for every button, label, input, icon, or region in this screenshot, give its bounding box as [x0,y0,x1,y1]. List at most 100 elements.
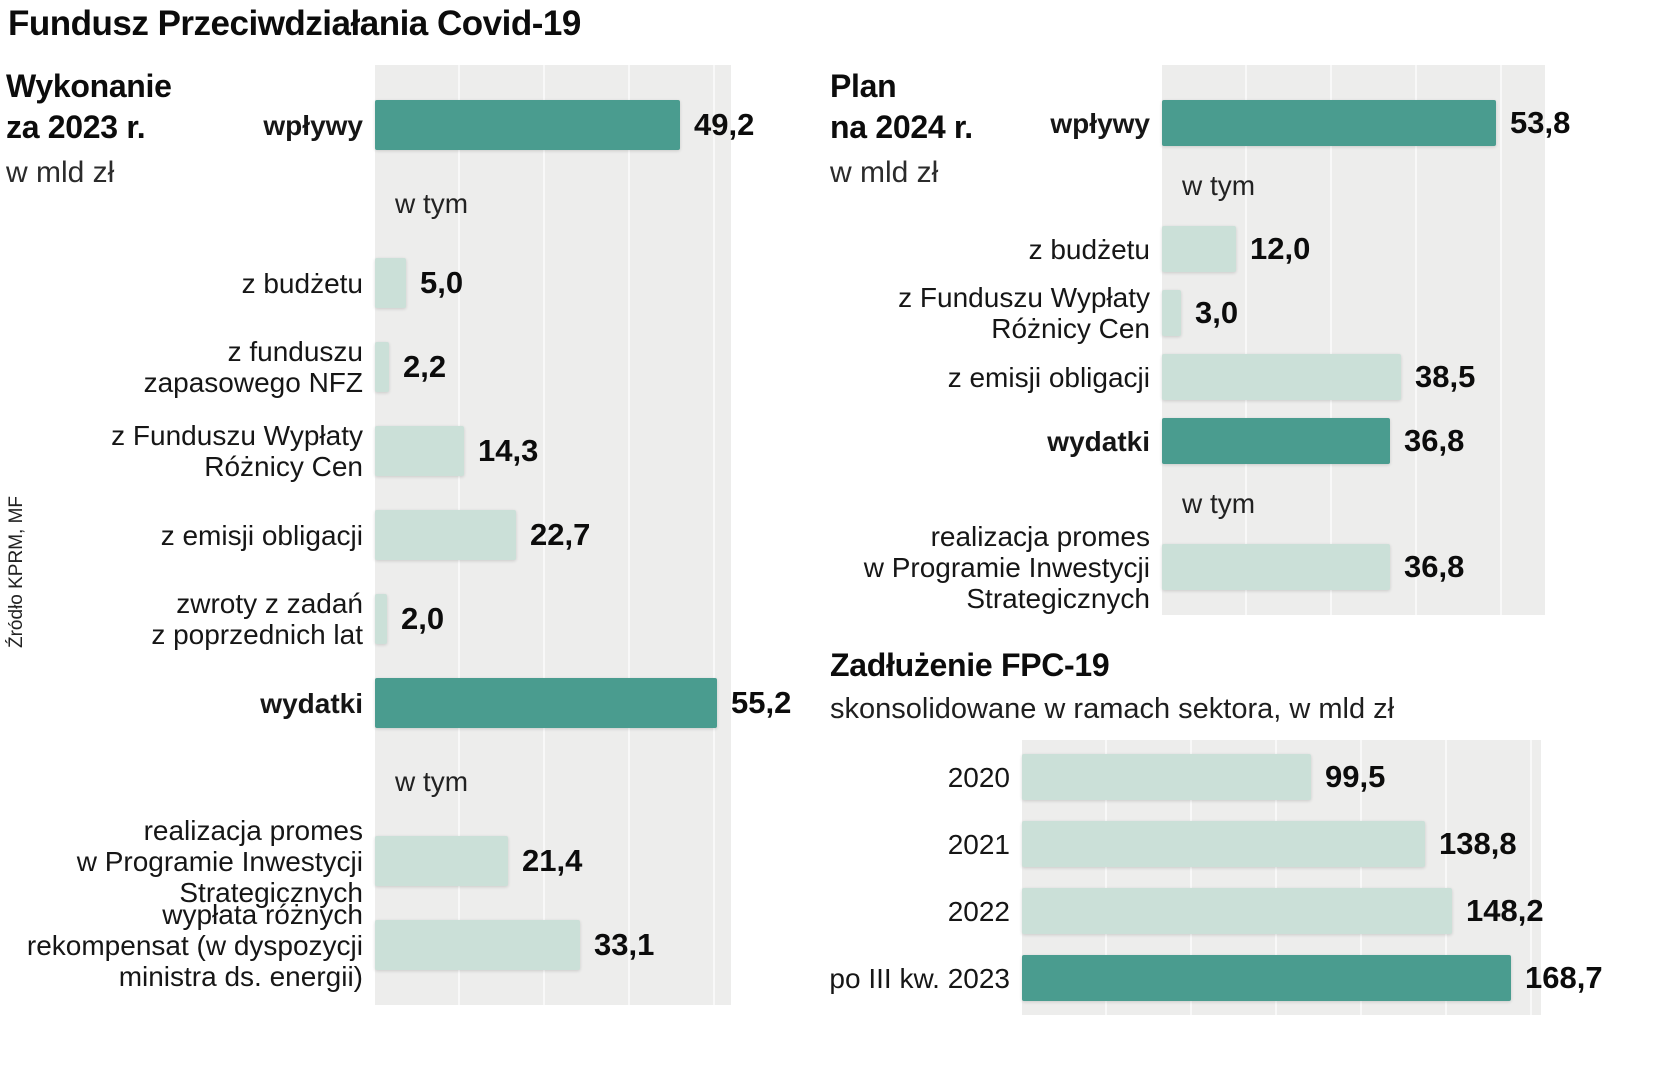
page-title: Fundusz Przeciwdziałania Covid-19 [8,4,581,43]
bar-label: wydatki [1047,425,1150,457]
bar-row: z Funduszu Wypłaty Różnicy Cen 3,0 [820,282,1673,344]
bar-label: z funduszu zapasowego NFZ [143,336,363,398]
bar-area: 168,7 [1022,955,1673,1001]
bar [375,342,389,392]
bar [375,920,580,970]
bar-row: z emisji obligacji 38,5 [820,354,1673,400]
subheader-row: w tym [820,164,1673,208]
chart2-unit-label: w mld zł [830,156,939,189]
bar-row: wydatki 55,2 [0,678,881,728]
bar-label: realizacja promes w Programie Inwestycji S… [76,814,363,908]
value-label: 2,2 [403,349,447,384]
bar-label: po III kw. 2023 [829,962,1010,994]
plot-background [1162,65,1545,615]
bar-row: po III kw. 2023 168,7 [820,955,1673,1001]
bar-area: 53,8 [1162,100,1673,146]
bar-label: z budżetu [241,267,363,299]
chart-plan-2024: wpływy 53,8 w tym z budżetu 12,0 z Funduszu W… [820,65,1673,615]
bar-label: z Funduszu Wypłaty Różnicy Cen [111,420,363,482]
bar-row: zwroty z zadań z poprzednich lat 2,0 [0,588,881,650]
subheader-row: w tym [0,762,881,802]
bar-row: 2022 148,2 [820,888,1673,934]
chart-execution-2023: wpływy 49,2 w tym z budżetu 5,0 z funduszu zap… [0,65,881,1005]
bar [1162,226,1236,272]
bar [1022,955,1511,1001]
subheader-label: w tym [1182,170,1256,201]
value-label: 148,2 [1466,893,1544,928]
bar [375,258,406,308]
bar-row: 2021 138,8 [820,821,1673,867]
value-label: 2,0 [401,601,445,636]
bar-row: z budżetu 5,0 [0,258,881,308]
chart3-heading: Zadłużenie FPC-19 skonsolidowane w ramac… [830,645,1394,726]
chart3-title: Zadłużenie FPC-19 [830,647,1110,683]
bar-label: z emisji obligacji [160,519,363,551]
bar-area: 21,4 [375,836,881,886]
subheader-label: w tym [395,766,469,797]
subheader-row: w tym [0,184,881,224]
value-label: 55,2 [731,685,792,720]
bar-row: realizacja promes w Programie Inwestycji S… [0,814,881,908]
value-label: 21,4 [522,843,583,878]
bar [1022,888,1452,934]
bar [375,100,680,150]
chart3-subtitle: skonsolidowane w ramach sektora, w mld z… [830,693,1395,725]
value-label: 33,1 [594,927,655,962]
value-label: 99,5 [1325,759,1386,794]
bar-label: wydatki [260,687,363,719]
value-label: 38,5 [1415,359,1476,394]
bar [1022,754,1311,800]
bar-row: z funduszu zapasowego NFZ 2,2 [0,336,881,398]
bar [1162,290,1181,336]
bar-label: zwroty z zadań z poprzednich lat [151,588,363,650]
value-label: 22,7 [530,517,591,552]
bar-row: z Funduszu Wypłaty Różnicy Cen 14,3 [0,420,881,482]
chart1-heading: Wykonanie za 2023 r. w mld zł [6,66,172,191]
bar-row: z emisji obligacji 22,7 [0,510,881,560]
bar-area: 5,0 [375,258,881,308]
bar-label: 2021 [947,828,1010,860]
value-label: 168,7 [1525,960,1603,995]
bar-area: 148,2 [1022,888,1673,934]
subheader-label: w tym [395,188,469,219]
chart2-title-line2: na 2024 r. [830,109,973,145]
chart2-title-line1: Plan [830,68,897,104]
bar [1022,821,1425,867]
bar-row: realizacja promes w Programie Inwestycji S… [820,521,1673,614]
value-label: 36,8 [1404,423,1465,458]
bar-row: wpływy 49,2 [0,100,881,150]
value-label: 138,8 [1439,826,1517,861]
chart1-title-line2: za 2023 r. [6,109,146,145]
bar [375,510,516,560]
bar [1162,354,1401,400]
value-label: 5,0 [420,265,464,300]
bar-label: wypłata różnych rekompensat (w dyspozycji… [26,898,363,992]
bar-label: z budżetu [1028,233,1150,265]
bar-label: 2020 [947,761,1010,793]
bar-area: 22,7 [375,510,881,560]
bar-row: z budżetu 12,0 [820,226,1673,272]
bar-label: z emisji obligacji [947,361,1150,393]
value-label: 36,8 [1404,549,1465,584]
bar-area: 38,5 [1162,354,1673,400]
bar [1162,100,1496,146]
value-label: 3,0 [1195,295,1239,330]
bar [375,426,464,476]
chart2-heading: Plan na 2024 r. w mld zł [830,66,973,191]
subheader-row: w tym [820,482,1673,526]
value-label: 53,8 [1510,105,1571,140]
bar-row: wpływy 53,8 [820,100,1673,146]
value-label: 49,2 [694,107,755,142]
bar-label: z Funduszu Wypłaty Różnicy Cen [898,282,1150,344]
bar-label: wpływy [263,109,363,141]
bar-row: wydatki 36,8 [820,418,1673,464]
subheader-label: w tym [1182,488,1256,519]
bar-area: 36,8 [1162,544,1673,590]
bar-area: 3,0 [1162,290,1673,336]
bar-area: 49,2 [375,100,881,150]
bar [375,594,387,644]
bar [1162,544,1390,590]
value-label: 14,3 [478,433,539,468]
bar-area: 36,8 [1162,418,1673,464]
